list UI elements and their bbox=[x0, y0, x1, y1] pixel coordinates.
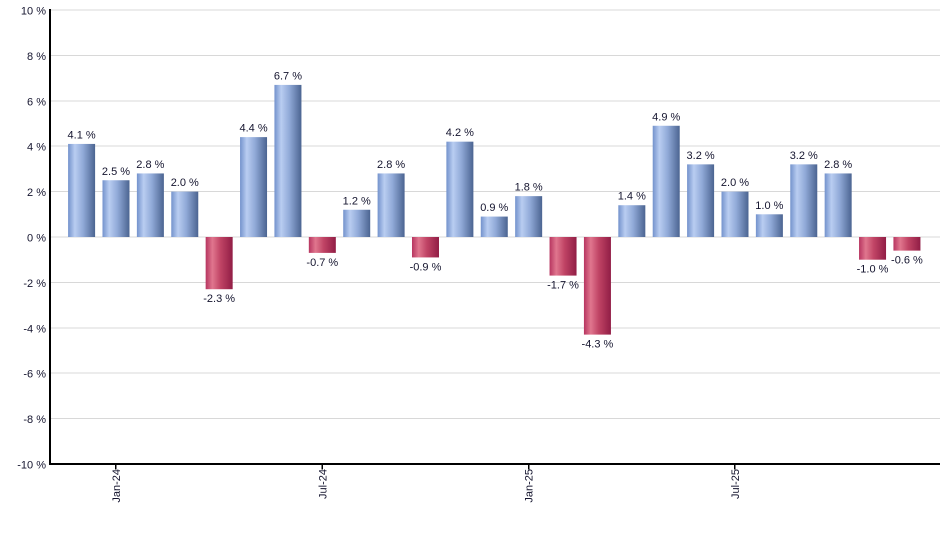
x-axis-tick-label: Jan-24 bbox=[111, 469, 123, 503]
bar-sep-25 bbox=[790, 164, 818, 237]
bar-dec-24 bbox=[480, 216, 508, 237]
bar-aug-25 bbox=[755, 214, 783, 237]
bar-nov-25 bbox=[859, 237, 887, 260]
y-axis-tick-label: 8 % bbox=[27, 51, 46, 63]
bar-may-25 bbox=[652, 125, 680, 237]
bar-value-label: 1.4 % bbox=[618, 191, 646, 203]
bar-jul-25 bbox=[721, 191, 749, 237]
bar-oct-24 bbox=[411, 237, 439, 258]
y-axis-tick-label: -4 % bbox=[23, 323, 46, 335]
x-axis-tick-label: Jul-24 bbox=[317, 469, 329, 499]
bar-value-label: -0.9 % bbox=[410, 261, 442, 273]
bar-dec-23 bbox=[68, 143, 96, 237]
bar-mar-25 bbox=[583, 237, 611, 335]
bar-value-label: 3.2 % bbox=[687, 150, 715, 162]
bar-value-label: 2.5 % bbox=[102, 166, 130, 178]
bar-jan-25 bbox=[515, 196, 543, 237]
bar-value-label: -1.7 % bbox=[547, 280, 579, 292]
bar-dec-25 bbox=[893, 237, 921, 251]
bar-nov-24 bbox=[446, 141, 474, 237]
bar-value-label: 2.0 % bbox=[721, 177, 749, 189]
bar-value-label: 4.4 % bbox=[239, 123, 267, 135]
bar-jun-25 bbox=[687, 164, 715, 237]
bar-feb-24 bbox=[136, 173, 164, 237]
bar-value-label: 4.9 % bbox=[652, 111, 680, 123]
bar-value-label: 1.8 % bbox=[515, 182, 543, 194]
bar-value-label: 4.1 % bbox=[68, 129, 96, 141]
bar-value-label: 2.8 % bbox=[377, 159, 405, 171]
y-axis-tick-label: 4 % bbox=[27, 142, 46, 154]
bar-may-24 bbox=[240, 137, 268, 237]
bar-jun-24 bbox=[274, 84, 302, 237]
bar-sep-24 bbox=[377, 173, 405, 237]
bar-apr-25 bbox=[618, 205, 646, 237]
bar-value-label: -0.6 % bbox=[891, 255, 923, 267]
y-axis-tick-label: -10 % bbox=[17, 460, 46, 472]
bar-value-label: -1.0 % bbox=[857, 264, 889, 276]
bar-oct-25 bbox=[824, 173, 852, 237]
bar-apr-24 bbox=[205, 237, 233, 290]
y-axis-tick-label: 6 % bbox=[27, 96, 46, 108]
y-axis-tick-label: -6 % bbox=[23, 369, 46, 381]
bar-value-label: 3.2 % bbox=[790, 150, 818, 162]
bar-value-label: 1.0 % bbox=[755, 200, 783, 212]
bar-value-label: 2.8 % bbox=[824, 159, 852, 171]
bar-jan-24 bbox=[102, 180, 130, 237]
y-axis-tick-label: -2 % bbox=[23, 278, 46, 290]
bar-value-label: -2.3 % bbox=[203, 293, 235, 305]
y-axis-tick-label: 10 % bbox=[21, 6, 46, 18]
bar-value-label: 2.8 % bbox=[136, 159, 164, 171]
bar-value-label: -0.7 % bbox=[306, 257, 338, 269]
bar-value-label: 4.2 % bbox=[446, 127, 474, 139]
bar-aug-24 bbox=[343, 209, 371, 237]
bar-mar-24 bbox=[171, 191, 199, 237]
bar-value-label: 0.9 % bbox=[480, 202, 508, 214]
bar-value-label: 2.0 % bbox=[171, 177, 199, 189]
bar-value-label: 6.7 % bbox=[274, 70, 302, 82]
x-axis-tick-label: Jul-25 bbox=[730, 469, 742, 499]
bar-value-label: 1.2 % bbox=[343, 195, 371, 207]
bar-jul-24 bbox=[308, 237, 336, 253]
y-axis-tick-label: 0 % bbox=[27, 233, 46, 245]
y-axis-tick-label: 2 % bbox=[27, 187, 46, 199]
bar-feb-25 bbox=[549, 237, 577, 276]
bar-value-label: -4.3 % bbox=[582, 339, 614, 351]
x-axis-tick-label: Jan-25 bbox=[524, 469, 536, 503]
y-axis-tick-label: -8 % bbox=[23, 414, 46, 426]
